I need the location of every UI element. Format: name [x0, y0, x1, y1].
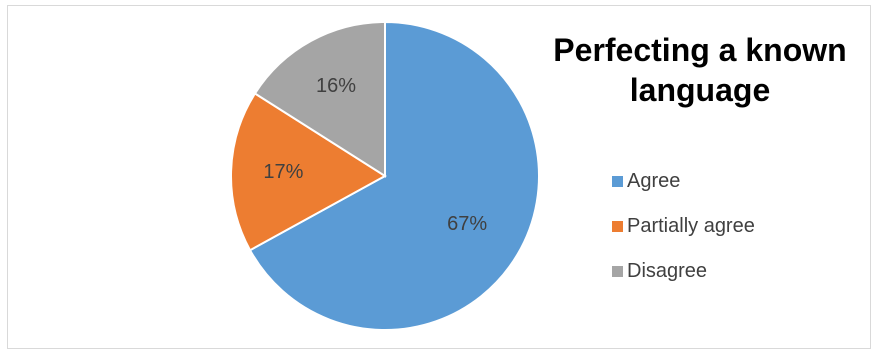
- legend-swatch-partially-agree: [612, 220, 623, 232]
- data-label-partially-agree: 17%: [263, 161, 303, 183]
- chart-title-line-1: Perfecting a known: [553, 32, 847, 68]
- legend-item-partially-agree: Partially agree: [612, 215, 755, 237]
- legend-label-agree: Agree: [627, 170, 681, 192]
- legend: Agree Partially agree Disagree: [612, 170, 755, 305]
- pie-slice-partially-agree: [230, 92, 387, 252]
- data-label-agree: 67%: [447, 213, 487, 235]
- chart-title: Perfecting a known language: [530, 30, 870, 110]
- pie-slice-disagree: [253, 20, 386, 178]
- legend-swatch-agree: [612, 175, 623, 187]
- legend-label-partially-agree: Partially agree: [627, 215, 755, 237]
- legend-item-agree: Agree: [612, 170, 755, 192]
- legend-label-disagree: Disagree: [627, 260, 708, 282]
- pie-slice-agree: [248, 20, 540, 331]
- legend-item-disagree: Disagree: [612, 260, 755, 282]
- chart-title-line-2: language: [629, 72, 771, 108]
- data-label-disagree: 16%: [316, 75, 356, 97]
- legend-swatch-disagree: [612, 265, 623, 277]
